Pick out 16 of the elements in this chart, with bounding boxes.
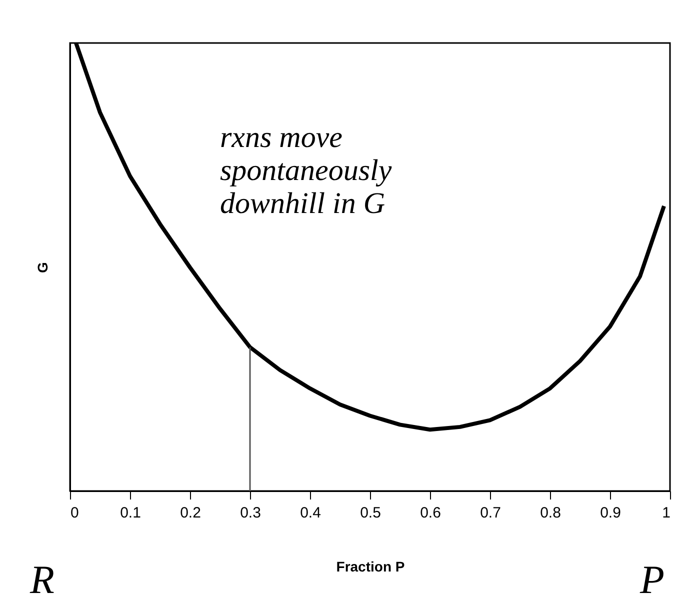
x-axis-title: Fraction P xyxy=(336,558,405,574)
x-tick-label: 0.4 xyxy=(300,504,321,522)
x-tick-label: 0.1 xyxy=(120,504,141,522)
x-tick-label: 0.3 xyxy=(240,504,261,522)
x-tick-label: 0.9 xyxy=(600,504,621,522)
y-axis-title: G xyxy=(34,262,50,273)
text: R xyxy=(29,557,54,600)
x-tick-label: 0.2 xyxy=(180,504,201,522)
x-tick-label: 0.8 xyxy=(540,504,561,522)
x-tick-label: 0.6 xyxy=(420,504,441,522)
annotation: rxns move spontaneously downhill in G xyxy=(220,121,392,220)
x-tick-label: 0.5 xyxy=(360,504,381,522)
x-tick-label: 1 xyxy=(662,504,670,522)
x-tick-label: 0.7 xyxy=(480,504,501,522)
text: P xyxy=(639,557,664,600)
x-tick-label: 0 xyxy=(70,504,79,522)
